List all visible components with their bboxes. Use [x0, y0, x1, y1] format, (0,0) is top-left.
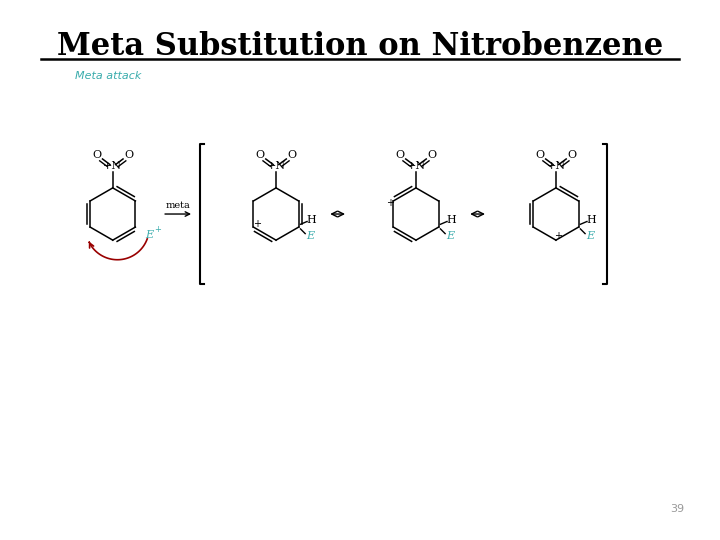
Text: Meta Substitution on Nitrobenzene: Meta Substitution on Nitrobenzene — [57, 31, 663, 62]
Text: +: + — [154, 225, 161, 234]
Text: +: + — [253, 219, 261, 230]
Text: H: H — [447, 214, 456, 225]
Text: E: E — [446, 232, 454, 241]
Text: E: E — [145, 230, 153, 240]
Text: +N: +N — [103, 160, 122, 171]
Text: O: O — [567, 150, 576, 160]
Text: H: H — [307, 214, 317, 225]
Text: 39: 39 — [670, 504, 684, 514]
Text: O: O — [427, 150, 436, 160]
Text: O: O — [287, 150, 297, 160]
Text: +N: +N — [546, 160, 565, 171]
Text: O: O — [124, 150, 133, 160]
Text: meta: meta — [166, 201, 191, 210]
Text: +: + — [386, 198, 394, 208]
Text: E: E — [585, 232, 594, 241]
Text: H: H — [587, 214, 596, 225]
Text: O: O — [536, 150, 544, 160]
Text: O: O — [256, 150, 265, 160]
Text: +N: +N — [406, 160, 426, 171]
Text: E: E — [306, 232, 314, 241]
Text: +N: +N — [266, 160, 286, 171]
Text: O: O — [395, 150, 405, 160]
Text: O: O — [92, 150, 102, 160]
Text: Meta attack: Meta attack — [76, 71, 142, 81]
Text: +: + — [554, 232, 562, 241]
